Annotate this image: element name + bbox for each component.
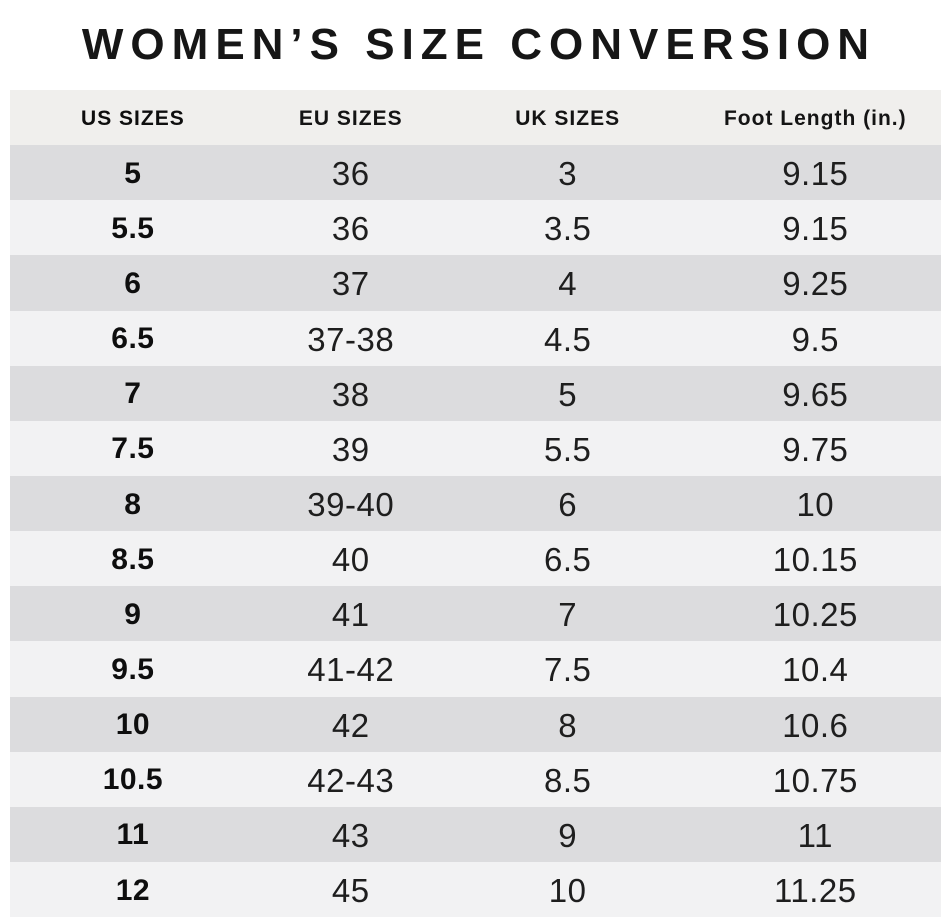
cell-foot-length: 9.65 — [782, 375, 849, 413]
cell-eu-size: 37-38 — [307, 320, 395, 358]
column-header-eu-sizes: EU SIZES — [298, 107, 403, 131]
cell-foot-length: 10.6 — [782, 706, 849, 744]
table-row: 7 38 5 9.65 — [10, 365, 941, 421]
cell-us-size: 10 — [115, 708, 151, 742]
table-row: 9 41 7 10.25 — [10, 586, 941, 642]
cell-eu-size: 41-42 — [307, 651, 395, 689]
table-body: 5 36 3 9.15 5.5 36 3.5 9.15 6 37 4 9.25 … — [10, 145, 941, 917]
table-row: 12 45 10 11.25 — [10, 861, 941, 917]
table-row: 5.5 36 3.5 9.15 — [10, 200, 941, 256]
cell-eu-size: 36 — [331, 155, 370, 193]
cell-eu-size: 43 — [331, 816, 370, 854]
cell-us-size: 9.5 — [111, 652, 155, 686]
cell-foot-length: 9.15 — [782, 155, 849, 193]
cell-eu-size: 42 — [331, 706, 370, 744]
cell-foot-length: 10.25 — [772, 596, 858, 634]
cell-uk-size: 7 — [558, 596, 578, 634]
column-header-us-sizes: US SIZES — [81, 107, 185, 131]
cell-uk-size: 4.5 — [543, 320, 592, 358]
cell-foot-length: 9.75 — [782, 430, 849, 468]
cell-eu-size: 36 — [331, 210, 370, 248]
table-row: 11 43 9 11 — [10, 806, 941, 862]
cell-us-size: 9 — [124, 597, 142, 631]
cell-us-size: 12 — [115, 873, 151, 907]
cell-uk-size: 4 — [558, 265, 578, 303]
cell-uk-size: 6 — [558, 486, 578, 524]
cell-foot-length: 10.4 — [782, 651, 849, 689]
cell-foot-length: 11 — [797, 816, 833, 854]
table-row: 10.5 42-43 8.5 10.75 — [10, 751, 941, 807]
column-header-uk-sizes: UK SIZES — [515, 107, 621, 131]
cell-us-size: 7 — [124, 377, 142, 411]
cell-eu-size: 45 — [331, 872, 370, 910]
table-row: 6 37 4 9.25 — [10, 255, 941, 311]
cell-eu-size: 41 — [331, 596, 370, 634]
cell-us-size: 10.5 — [102, 763, 164, 797]
cell-us-size: 8 — [124, 487, 142, 521]
cell-foot-length: 10.75 — [772, 761, 858, 799]
cell-uk-size: 6.5 — [543, 541, 592, 579]
cell-eu-size: 42-43 — [307, 761, 395, 799]
cell-foot-length: 11.25 — [773, 872, 857, 910]
cell-uk-size: 3 — [558, 155, 578, 193]
cell-uk-size: 8.5 — [543, 761, 592, 799]
cell-us-size: 8.5 — [111, 542, 155, 576]
cell-eu-size: 38 — [331, 375, 370, 413]
size-conversion-table: US SIZES EU SIZES UK SIZES Foot Length (… — [10, 90, 941, 917]
cell-foot-length: 10 — [796, 486, 835, 524]
page-title: WOMEN’S SIZE CONVERSION — [81, 20, 877, 69]
cell-us-size: 7.5 — [111, 432, 155, 466]
cell-uk-size: 10 — [548, 872, 587, 910]
cell-uk-size: 8 — [558, 706, 578, 744]
cell-uk-size: 3.5 — [543, 210, 592, 248]
cell-foot-length: 10.15 — [772, 541, 858, 579]
cell-us-size: 5 — [124, 156, 142, 190]
cell-eu-size: 37 — [331, 265, 370, 303]
column-header-foot-length: Foot Length (in.) — [723, 107, 907, 131]
table-row: 8 39-40 6 10 — [10, 475, 941, 532]
cell-us-size: 6.5 — [111, 322, 155, 356]
cell-foot-length: 9.5 — [791, 320, 839, 358]
table-row: 9.5 41-42 7.5 10.4 — [10, 641, 941, 697]
cell-foot-length: 9.15 — [782, 210, 849, 248]
cell-us-size: 5.5 — [111, 211, 155, 245]
cell-uk-size: 9 — [558, 816, 578, 854]
table-row: 8.5 40 6.5 10.15 — [10, 531, 941, 587]
cell-eu-size: 40 — [331, 541, 370, 579]
table-row: 6.5 37-38 4.5 9.5 — [10, 310, 941, 366]
table-row: 5 36 3 9.15 — [10, 145, 941, 201]
cell-uk-size: 5 — [558, 375, 578, 413]
cell-eu-size: 39-40 — [307, 486, 395, 524]
cell-uk-size: 5.5 — [543, 430, 592, 468]
table-header-row: US SIZES EU SIZES UK SIZES Foot Length (… — [10, 90, 941, 146]
cell-us-size: 6 — [124, 266, 142, 300]
cell-us-size: 11 — [116, 818, 150, 852]
table-row: 7.5 39 5.5 9.75 — [10, 420, 941, 476]
cell-eu-size: 39 — [331, 430, 370, 468]
cell-foot-length: 9.25 — [782, 265, 849, 303]
cell-uk-size: 7.5 — [543, 651, 592, 689]
table-row: 10 42 8 10.6 — [10, 696, 941, 752]
